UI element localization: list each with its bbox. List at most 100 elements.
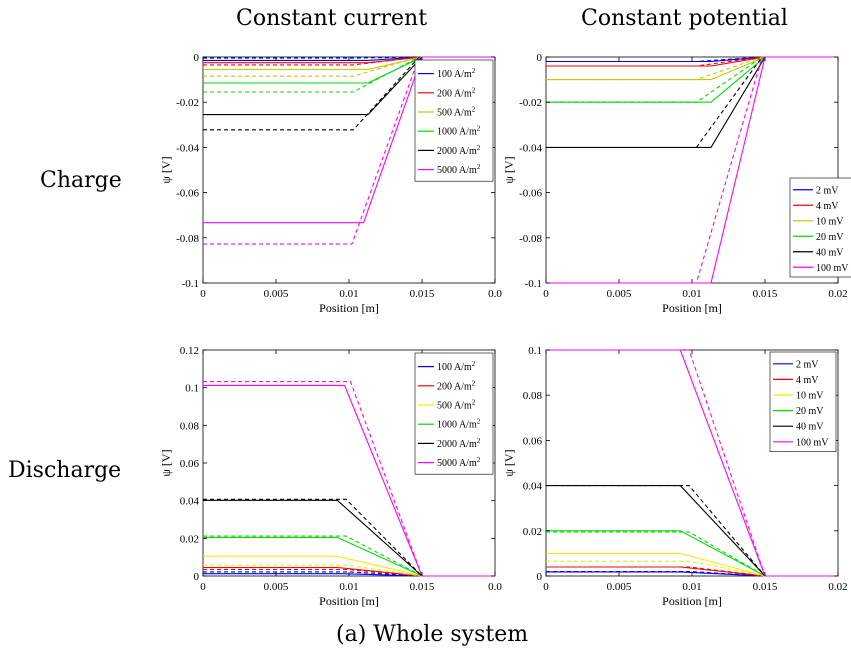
x-axis-label: Position [m] (662, 594, 722, 608)
legend-entry: 100 A/m2 (437, 360, 476, 373)
y-tick-label: 0 (537, 52, 543, 64)
legend-entry: 40 mV (816, 247, 844, 258)
legend-entry: 20 mV (816, 232, 844, 243)
y-tick-label: -0.08 (176, 233, 199, 245)
y-axis-label: ψ [V] (159, 156, 173, 183)
legend-entry: 2 mV (796, 359, 819, 370)
legend-entry: 100 mV (796, 437, 829, 448)
series-line-dashed-2 (203, 56, 495, 77)
x-tick-label: 0.015 (753, 288, 778, 300)
series-line-dashed-2 (546, 56, 838, 81)
x-axis-label: Position [m] (662, 301, 722, 315)
legend-superscript: 2 (477, 163, 481, 171)
legend-entry: 100 A/m2 (437, 67, 476, 80)
figure-caption: (a) Whole system (336, 622, 529, 647)
y-tick-label: 0.1 (528, 345, 542, 357)
y-axis-label: ψ [V] (502, 156, 516, 183)
legend: 100 A/m2 200 A/m2 500 A/m2 1000 A/m2 2000 A/… (414, 59, 494, 182)
y-tick-label: 0.06 (523, 435, 543, 447)
x-tick-label: 0.01 (339, 288, 358, 300)
x-tick-label: 0.015 (410, 288, 435, 300)
x-tick-label: 0.0 (488, 581, 502, 593)
series-line-solid-5 (546, 56, 838, 284)
series-line-dashed-5 (203, 381, 495, 577)
x-tick-label: 0.005 (264, 581, 289, 593)
y-tick-label: -0.06 (176, 188, 199, 200)
x-tick-label: 0.01 (339, 581, 358, 593)
legend-entry: 1000 A/m2 (437, 125, 481, 138)
y-tick-label: 0.1 (185, 383, 199, 395)
x-tick-label: 0.02 (828, 288, 847, 300)
x-tick-label: 0 (200, 288, 206, 300)
chart-discharge-potential: 0 0.005 0.01 0.015 0.02 0 0.02 0.04 0.06 0.08 0.1 P… (502, 345, 848, 608)
y-tick-label: -0.04 (176, 142, 199, 154)
legend-entry: 40 mV (796, 422, 824, 433)
legend-entry: 4 mV (816, 201, 839, 212)
x-tick-label: 0.0 (488, 288, 502, 300)
legend-superscript: 2 (477, 144, 481, 152)
legend-box (769, 351, 837, 452)
chart-discharge-current: 0 0.005 0.01 0.015 0.0 0 0.02 0.04 0.06 0.08 0.1 0.… (159, 345, 502, 608)
y-tick-label: 0.08 (523, 390, 543, 402)
legend-entry: 5000 A/m2 (437, 456, 481, 469)
legend-superscript: 2 (472, 379, 476, 387)
y-tick-label: 0.02 (523, 526, 542, 538)
legend-superscript: 2 (472, 67, 476, 75)
legend-entry: 20 mV (796, 406, 824, 417)
chart-charge-current: 0 0.005 0.01 0.015 0.0 -0.1 -0.08 -0.06 -0.04 -0.… (159, 52, 502, 315)
y-tick-label: 0 (194, 52, 200, 64)
legend-entry: 500 A/m2 (437, 106, 476, 119)
series-line-dashed-5 (546, 349, 838, 577)
series-line-dashed-5 (546, 56, 838, 284)
series-line-dashed-2 (546, 560, 838, 577)
legend-entry: 200 A/m2 (437, 379, 476, 392)
legend-box (414, 59, 494, 182)
legend-entry: 1000 A/m2 (437, 418, 481, 431)
legend-superscript: 2 (472, 399, 476, 407)
legend-entry: 100 mV (816, 263, 849, 274)
y-tick-label: 0 (194, 571, 200, 583)
x-tick-label: 0.02 (828, 581, 847, 593)
y-tick-label: -0.1 (182, 278, 199, 290)
x-axis-label: Position [m] (319, 594, 379, 608)
x-tick-label: 0 (543, 581, 549, 593)
y-tick-label: 0 (537, 571, 543, 583)
legend: 100 A/m2 200 A/m2 500 A/m2 1000 A/m2 2000 A/… (414, 352, 494, 475)
column-title-constant-current: Constant current (236, 6, 428, 31)
y-tick-label: 0.04 (180, 496, 200, 508)
y-tick-label: -0.08 (519, 233, 542, 245)
y-tick-label: -0.02 (519, 97, 542, 109)
series-line-solid-5 (203, 384, 495, 577)
legend-superscript: 2 (477, 418, 481, 426)
y-tick-label: -0.04 (519, 142, 542, 154)
plot-area (545, 56, 839, 284)
x-tick-label: 0 (200, 581, 206, 593)
series-line-dashed-3 (203, 535, 495, 577)
series-line-dashed-5 (203, 56, 495, 245)
legend: 2 mV 4 mV 10 mV 20 mV 40 mV 100 mV (789, 177, 851, 278)
legend-entry: 5000 A/m2 (437, 163, 481, 176)
x-tick-label: 0.005 (607, 288, 632, 300)
legend-superscript: 2 (472, 86, 476, 94)
y-tick-label: 0.06 (180, 458, 200, 470)
x-tick-label: 0 (543, 288, 549, 300)
y-tick-label: -0.06 (519, 188, 542, 200)
x-axis-label: Position [m] (319, 301, 379, 315)
column-title-constant-potential: Constant potential (581, 6, 788, 31)
legend-entry: 4 mV (796, 375, 819, 386)
series-line-dashed-1 (546, 566, 838, 577)
row-title-charge: Charge (40, 168, 122, 193)
y-tick-label: 0.08 (180, 420, 200, 432)
legend-superscript: 2 (472, 360, 476, 368)
y-tick-label: -0.02 (176, 97, 199, 109)
legend-superscript: 2 (472, 106, 476, 114)
legend-entry: 500 A/m2 (437, 399, 476, 412)
y-axis-label: ψ [V] (159, 449, 173, 476)
legend-box (414, 352, 494, 475)
legend-box (789, 177, 851, 278)
series-line-dashed-2 (203, 564, 495, 577)
chart-charge-potential: 0 0.005 0.01 0.015 0.02 -0.1 -0.08 -0.06 -0.04 -0… (502, 52, 851, 315)
legend-superscript: 2 (477, 437, 481, 445)
x-tick-label: 0.005 (607, 581, 632, 593)
